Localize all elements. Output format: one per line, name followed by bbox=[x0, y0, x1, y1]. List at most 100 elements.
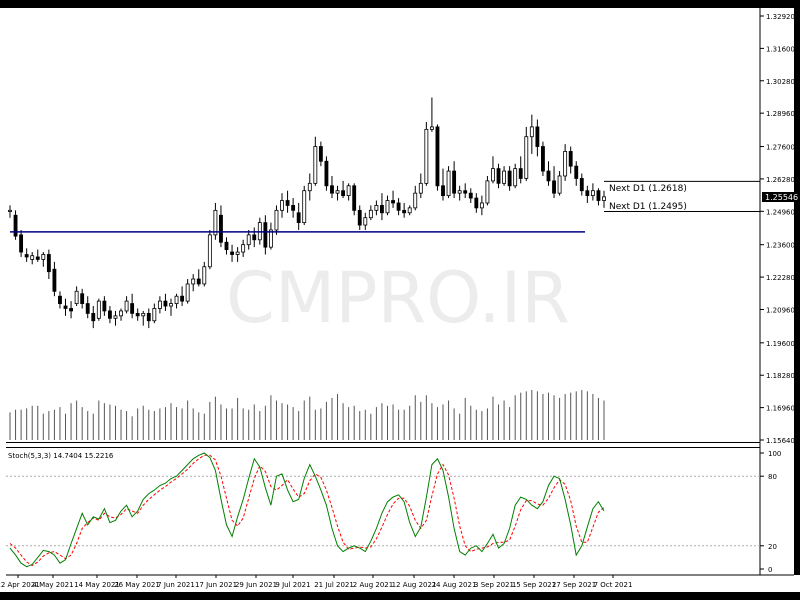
date-axis bbox=[0, 575, 800, 592]
volume-bars bbox=[9, 390, 605, 440]
price-axis-ticks: 1.32920 1.31600 1.30280 1.28960 1.27600 1.262… bbox=[760, 13, 795, 445]
candle bbox=[124, 296, 129, 314]
candle bbox=[346, 183, 351, 201]
candle bbox=[368, 205, 373, 221]
candle bbox=[263, 215, 268, 255]
candle bbox=[579, 173, 584, 196]
candle bbox=[396, 198, 401, 216]
candle bbox=[13, 210, 18, 240]
candle bbox=[352, 183, 357, 216]
candle bbox=[296, 202, 301, 230]
candle bbox=[69, 301, 73, 319]
price-tick-label: 1.28960 bbox=[766, 110, 795, 118]
candle bbox=[590, 183, 595, 201]
date-tick-label: 3 Sep 2021 bbox=[474, 581, 514, 589]
date-tick-label: 24 Aug 2021 bbox=[432, 581, 477, 589]
candlesticks bbox=[8, 97, 606, 329]
indicator-label: Stoch(5,3,3) 14.7404 15.2216 bbox=[8, 452, 114, 460]
watermark: CMPRO.IR bbox=[226, 257, 570, 339]
candle bbox=[191, 274, 196, 292]
current-price: 1.25546 bbox=[765, 193, 798, 202]
date-tick-label: 26 May 2021 bbox=[114, 581, 160, 589]
candle bbox=[285, 190, 290, 213]
candle bbox=[35, 249, 40, 262]
candle bbox=[202, 261, 207, 287]
candle bbox=[307, 173, 312, 201]
level-lines bbox=[10, 180, 760, 233]
candle bbox=[107, 306, 112, 324]
date-tick-label: 2 Aug 2021 bbox=[353, 581, 393, 589]
candle bbox=[552, 166, 556, 199]
price-tick-label: 1.32920 bbox=[766, 13, 795, 21]
candle bbox=[507, 166, 512, 191]
candle bbox=[441, 168, 445, 201]
candle bbox=[602, 190, 606, 208]
candle bbox=[518, 156, 523, 184]
candle bbox=[463, 183, 468, 199]
candle bbox=[435, 124, 440, 191]
candle bbox=[113, 310, 118, 326]
candle bbox=[180, 286, 185, 307]
candle bbox=[235, 247, 240, 262]
candle bbox=[46, 249, 51, 280]
candle bbox=[585, 185, 590, 203]
price-axis bbox=[760, 8, 794, 575]
candle bbox=[302, 185, 307, 226]
candle bbox=[119, 308, 123, 321]
stoch-tick-label: 100 bbox=[768, 450, 781, 458]
price-tick-label: 1.22280 bbox=[766, 274, 795, 282]
candle bbox=[424, 122, 429, 186]
candle bbox=[446, 166, 451, 199]
price-tick-label: 1.18280 bbox=[766, 372, 795, 380]
candle bbox=[391, 190, 395, 208]
candle bbox=[468, 188, 473, 203]
date-tick-label: 15 Sep 2021 bbox=[512, 581, 556, 589]
candle bbox=[318, 141, 323, 167]
candle bbox=[280, 193, 284, 218]
candle bbox=[535, 119, 540, 157]
candle bbox=[19, 229, 24, 257]
date-tick-label: 14 May 2021 bbox=[74, 581, 120, 589]
candle bbox=[207, 229, 212, 270]
candle bbox=[479, 195, 484, 216]
candle bbox=[52, 261, 57, 297]
candle bbox=[502, 166, 507, 186]
candle bbox=[357, 205, 362, 230]
candle bbox=[413, 185, 418, 211]
candle bbox=[491, 156, 495, 184]
support-label: Next D1 (1.2495) bbox=[609, 202, 687, 212]
candle bbox=[541, 141, 545, 176]
candle bbox=[8, 205, 12, 218]
candle bbox=[102, 296, 107, 316]
candle bbox=[224, 237, 229, 255]
candle bbox=[141, 310, 146, 326]
candle bbox=[30, 252, 35, 265]
date-tick-label: 22 Apr 2021 bbox=[0, 581, 40, 589]
candle bbox=[135, 308, 140, 321]
candle bbox=[363, 212, 368, 230]
price-tick-label: 1.31600 bbox=[766, 45, 795, 53]
candle bbox=[41, 252, 46, 267]
candle bbox=[418, 173, 423, 199]
candle bbox=[24, 248, 29, 262]
candle bbox=[130, 293, 135, 319]
stoch-main-line bbox=[9, 452, 605, 568]
candle bbox=[169, 298, 173, 316]
candle bbox=[291, 198, 296, 218]
candle bbox=[513, 163, 518, 189]
stoch-tick-label: 20 bbox=[768, 543, 777, 551]
price-tick-label: 1.26280 bbox=[766, 176, 795, 184]
resistance-label: Next D1 (1.2618) bbox=[609, 184, 687, 194]
candle bbox=[385, 195, 390, 216]
candle bbox=[80, 288, 85, 309]
candle bbox=[58, 291, 62, 309]
price-tick-label: 1.27600 bbox=[766, 144, 795, 152]
date-tick-label: 4 May 2021 bbox=[32, 581, 73, 589]
candle bbox=[152, 303, 157, 324]
candle bbox=[457, 185, 462, 201]
main-chart-area[interactable] bbox=[6, 8, 760, 442]
candle bbox=[163, 293, 168, 311]
candle bbox=[452, 161, 457, 199]
date-tick-label: 7 Jun 2021 bbox=[157, 581, 195, 589]
